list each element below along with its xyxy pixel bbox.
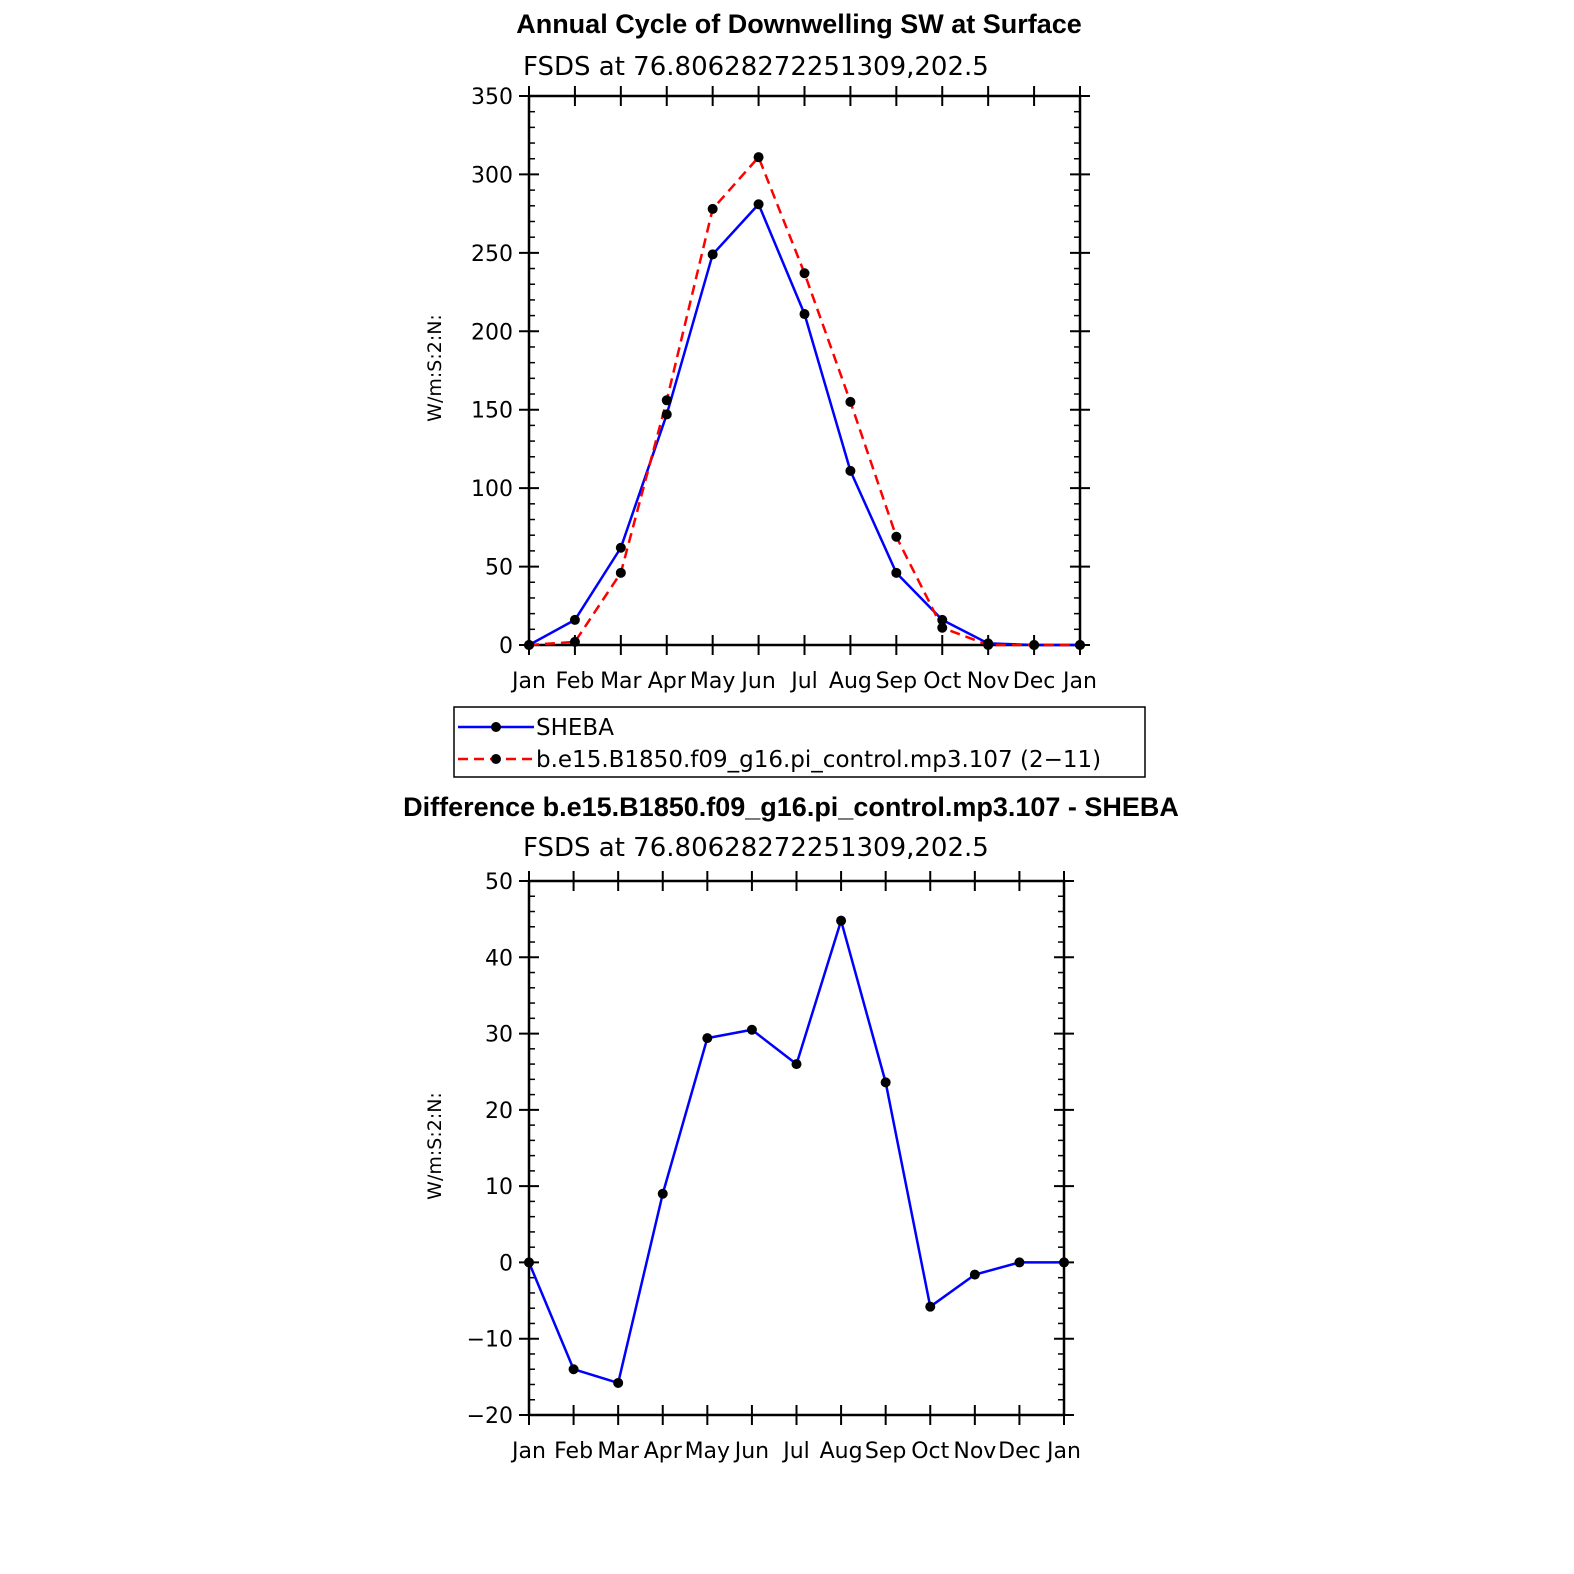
chart2-ytick-label: −20 bbox=[467, 1404, 513, 1429]
chart2-xtick-label: Jan bbox=[1045, 1439, 1081, 1464]
chart1-series-1-point bbox=[1075, 640, 1085, 650]
chart2-frame bbox=[527, 879, 1066, 1417]
chart1-xtick-label: Dec bbox=[1013, 669, 1056, 694]
chart1-series-1-point bbox=[569, 636, 580, 647]
chart2-series-0-point bbox=[791, 1059, 802, 1070]
chart2-xtick-label: Jun bbox=[733, 1439, 769, 1464]
chart1-ytick-label: 150 bbox=[471, 399, 513, 424]
chart2-ytick-label: 30 bbox=[485, 1023, 513, 1048]
chart2-y-axis-label: W/m:S:2:N: bbox=[424, 1092, 446, 1200]
chart1-series-0-point bbox=[615, 542, 626, 553]
chart1-xtick-label: Sep bbox=[876, 669, 917, 694]
chart2-series-0-point bbox=[836, 915, 847, 926]
chart1-series-1-point bbox=[799, 268, 810, 279]
chart2-ytick-label: 40 bbox=[485, 946, 513, 971]
chart2-series-0-point bbox=[969, 1269, 980, 1280]
chart2-series-0-point bbox=[925, 1301, 936, 1312]
chart1-series-1-point bbox=[753, 152, 764, 163]
chart1-series-1-point bbox=[845, 396, 856, 407]
chart1-series-0-point bbox=[753, 199, 764, 210]
chart2-series-0-line bbox=[527, 919, 1064, 1385]
chart2-xtick-label: Nov bbox=[953, 1439, 996, 1464]
chart1-series-0-point bbox=[569, 614, 580, 625]
chart2-series-0-point bbox=[880, 1077, 891, 1088]
chart2-series-0-point bbox=[568, 1364, 579, 1375]
chart2-xtick-label: Mar bbox=[597, 1439, 639, 1464]
chart1-xtick-label: Jan bbox=[1061, 669, 1097, 694]
chart1-ytick-label: 350 bbox=[471, 85, 513, 110]
legend-box bbox=[453, 706, 1146, 778]
legend-sheba-marker bbox=[491, 722, 501, 732]
chart1-ytick-label: 200 bbox=[471, 320, 513, 345]
chart2-title: Difference b.e15.B1850.f09_g16.pi_contro… bbox=[403, 792, 1179, 822]
chart1-title: Annual Cycle of Downwelling SW at Surfac… bbox=[516, 9, 1082, 39]
chart1-xtick-label: May bbox=[690, 669, 735, 694]
chart2-xtick-label: Jan bbox=[510, 1439, 546, 1464]
chart1-xtick-label: Oct bbox=[923, 669, 961, 694]
chart2-series-0-point bbox=[613, 1377, 624, 1388]
chart1-series-1-point bbox=[1029, 640, 1040, 650]
chart2-xtick-label: Aug bbox=[820, 1439, 863, 1464]
chart2-series-0-point bbox=[1014, 1257, 1025, 1268]
chart1-series-0-point bbox=[707, 249, 718, 260]
chart1-ytick-label: 0 bbox=[499, 634, 513, 659]
chart1-xtick-label: Nov bbox=[967, 669, 1010, 694]
chart1-ytick-label: 100 bbox=[471, 477, 513, 502]
chart2-xtick-label: Jul bbox=[781, 1439, 810, 1464]
chart1-xtick-label: Jul bbox=[789, 669, 818, 694]
chart1-series-0-point bbox=[799, 309, 810, 320]
chart2-xtick-label: Apr bbox=[644, 1439, 683, 1464]
chart1-series-0-point bbox=[661, 409, 672, 420]
chart1-ytick-label: 300 bbox=[471, 163, 513, 188]
chart2-ytick-label: 50 bbox=[485, 870, 513, 895]
chart1-series-1-point bbox=[661, 395, 672, 406]
chart2-xtick-label: Dec bbox=[998, 1439, 1041, 1464]
chart1-xtick-label: Mar bbox=[600, 669, 642, 694]
chart2-ytick-label: 10 bbox=[485, 1175, 513, 1200]
legend-model-marker bbox=[491, 754, 501, 764]
chart2-series-0-point bbox=[702, 1033, 713, 1044]
chart1-series-1-line bbox=[528, 155, 1080, 647]
chart1-ytick-label: 50 bbox=[485, 556, 513, 581]
chart1-series-1-point bbox=[707, 203, 718, 214]
chart1-ytick-label: 250 bbox=[471, 242, 513, 267]
chart2-xtick-label: Sep bbox=[865, 1439, 906, 1464]
chart1-series-0-point bbox=[845, 465, 856, 476]
chart1-xtick-label: Jun bbox=[739, 669, 775, 694]
chart2-xtick-label: Feb bbox=[554, 1439, 593, 1464]
chart1-series-0-point bbox=[891, 567, 902, 578]
chart2-xtick-label: May bbox=[685, 1439, 730, 1464]
chart2-ytick-label: −10 bbox=[467, 1328, 513, 1353]
chart1-plot-area: 0 50 100 150 200 250 300 350 Jan Feb Mar Apr May Jun J… bbox=[471, 85, 1097, 694]
legend-model-label: b.e15.B1850.f09_g16.pi_control.mp3.107 (… bbox=[536, 747, 1101, 773]
chart1-series-1-point bbox=[983, 640, 994, 650]
chart2-series-0-point bbox=[746, 1024, 757, 1035]
chart2-ytick-label: 0 bbox=[499, 1251, 513, 1276]
chart1-y-axis-label: W/m:S:2:N: bbox=[424, 314, 446, 422]
chart2-plot-area: −20 −10 0 10 20 30 40 50 Jan Feb Mar Apr May Jun Jul Au… bbox=[467, 870, 1081, 1464]
legend: SHEBA b.e15.B1850.f09_g16.pi_control.mp3… bbox=[453, 706, 1146, 778]
chart1-series-1-point bbox=[937, 622, 948, 633]
chart1-series-1-point bbox=[524, 640, 534, 650]
chart2-ytick-label: 20 bbox=[485, 1099, 513, 1124]
chart2-xtick-label: Oct bbox=[911, 1439, 949, 1464]
chart2-series-0-point bbox=[657, 1188, 668, 1199]
chart1-series-0-point bbox=[937, 614, 948, 625]
chart2-subtitle: FSDS at 76.80628272251309,202.5 bbox=[523, 833, 989, 863]
chart1-xtick-label: Feb bbox=[555, 669, 594, 694]
chart1-series-1-point bbox=[891, 531, 902, 542]
chart2-series-0-point bbox=[524, 1257, 534, 1268]
chart2-series-0-point bbox=[1059, 1257, 1069, 1268]
legend-sheba-label: SHEBA bbox=[536, 715, 614, 741]
chart1-xtick-label: Apr bbox=[648, 669, 687, 694]
chart1-subtitle: FSDS at 76.80628272251309,202.5 bbox=[523, 52, 989, 82]
chart1-series-1-point bbox=[615, 567, 626, 578]
chart1-xtick-label: Aug bbox=[829, 669, 872, 694]
chart1-xtick-label: Jan bbox=[510, 669, 546, 694]
